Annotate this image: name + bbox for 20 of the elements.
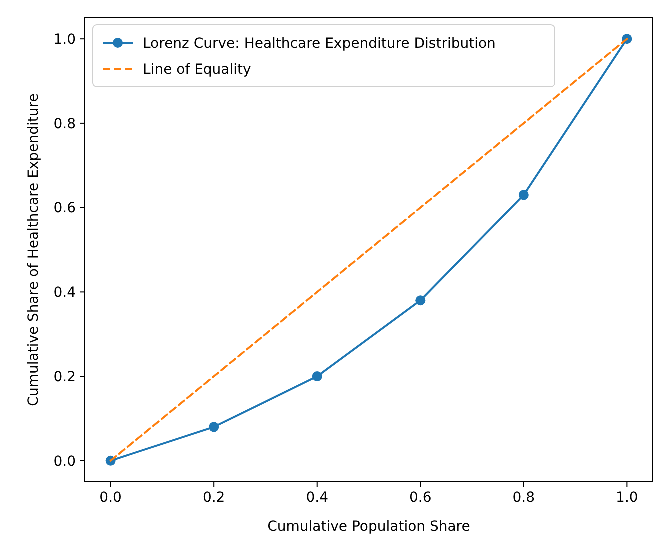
point — [518, 190, 529, 200]
y-tick-label: 1.0 — [54, 32, 76, 48]
x-tick-label: 0.2 — [202, 490, 226, 506]
x-axis-title: Cumulative Population Share — [268, 519, 470, 535]
y-tick-label: 0.6 — [54, 200, 76, 217]
point — [416, 296, 426, 306]
y-tick-label: 0.0 — [54, 454, 76, 470]
y-tick-label: 0.8 — [54, 116, 76, 132]
x-tick-label: 0.8 — [512, 490, 536, 506]
y-tick-label: 0.4 — [54, 285, 76, 302]
point — [209, 422, 220, 432]
legend-label: Lorenz Curve: Healthcare Expenditure Distribution — [143, 36, 496, 52]
x-tick-label: 0.0 — [100, 490, 122, 506]
x-tick-label: 0.6 — [410, 490, 432, 506]
y-tick-label: 0.2 — [54, 369, 76, 386]
point — [312, 372, 322, 382]
legend-label: Line of Equality — [143, 62, 252, 78]
y-axis-title: Cumulative Share of Healthcare Expenditure — [26, 94, 42, 406]
x-tick-label: 1.0 — [616, 490, 638, 506]
x-tick-label: 0.4 — [306, 490, 329, 506]
